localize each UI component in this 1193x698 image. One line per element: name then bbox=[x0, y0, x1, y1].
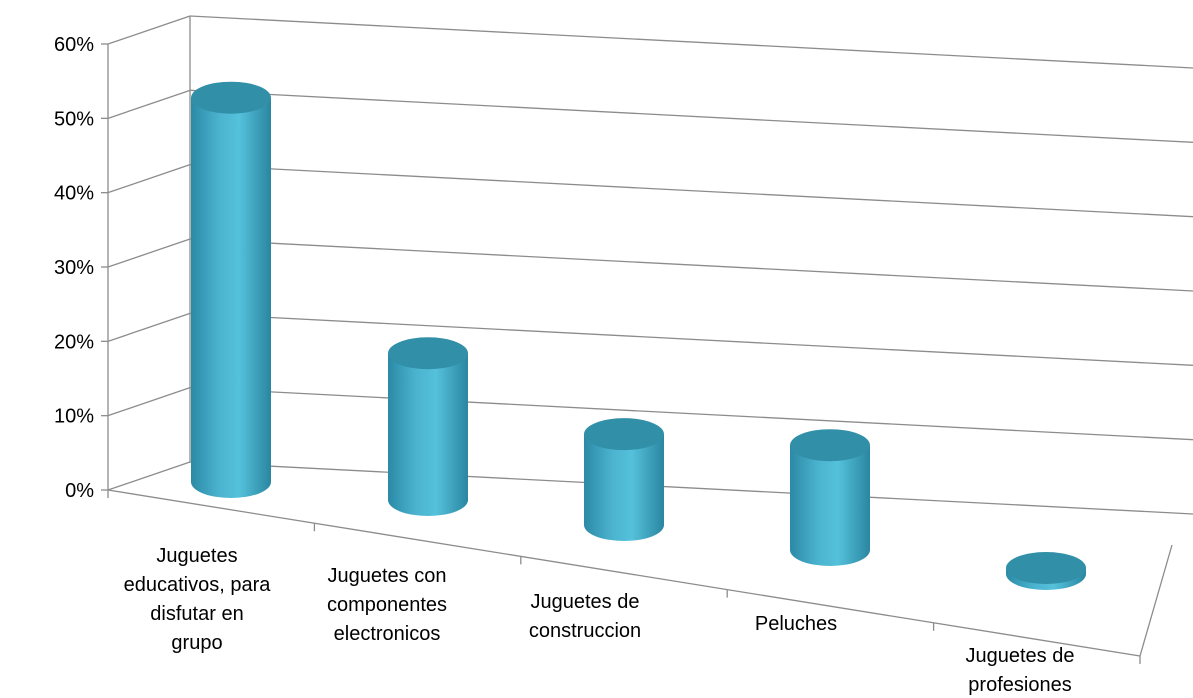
gridline-side bbox=[107, 164, 191, 194]
x-axis-labels: Juguetes educativos, para disfutar en grupo… bbox=[124, 545, 1075, 696]
bar bbox=[584, 418, 664, 541]
gridline-side bbox=[107, 387, 191, 417]
x-category-label-line: Peluches bbox=[755, 613, 837, 635]
bar-body bbox=[388, 353, 468, 516]
bar-top bbox=[790, 429, 870, 462]
gridline bbox=[189, 387, 1193, 441]
gridline bbox=[189, 164, 1193, 218]
x-category-label-line: profesiones bbox=[968, 674, 1071, 696]
gridline-side bbox=[107, 15, 191, 45]
gridline bbox=[189, 89, 1193, 143]
y-tick-label: 30% bbox=[54, 257, 94, 279]
gridline-side bbox=[107, 238, 191, 268]
x-category-label-line: componentes bbox=[327, 594, 447, 616]
x-category-label-line: Juguetes bbox=[156, 545, 237, 567]
bar-top bbox=[388, 337, 468, 370]
bar bbox=[790, 429, 870, 566]
bar-top bbox=[584, 418, 664, 451]
gridlines bbox=[107, 15, 1193, 515]
x-category-label: Peluches bbox=[755, 613, 837, 635]
y-tick-label: 20% bbox=[54, 331, 94, 353]
gridline bbox=[189, 238, 1193, 292]
bar bbox=[388, 337, 468, 516]
y-tick-label: 40% bbox=[54, 183, 94, 205]
x-category-label-line: construccion bbox=[529, 620, 641, 642]
x-axis-line bbox=[107, 489, 1141, 657]
gridline-side bbox=[107, 89, 191, 119]
x-category-label-line: Juguetes de bbox=[966, 645, 1075, 667]
bar-body bbox=[790, 445, 870, 566]
x-category-label-line: Juguetes con bbox=[328, 565, 447, 587]
bars bbox=[191, 81, 1086, 590]
bar-top bbox=[191, 81, 271, 114]
floor-right-edge bbox=[1139, 544, 1173, 657]
y-tick-label: 0% bbox=[65, 480, 94, 502]
x-category-label: Juguetes educativos, para disfutar en grupo bbox=[124, 545, 272, 654]
x-category-label-line: Juguetes de bbox=[531, 591, 640, 613]
x-category-label: Juguetes de construccion bbox=[529, 591, 641, 642]
gridline-side bbox=[107, 312, 191, 342]
x-category-label-line: electronicos bbox=[334, 623, 441, 645]
y-tick-label: 50% bbox=[54, 108, 94, 130]
gridline-side bbox=[107, 461, 191, 491]
bar bbox=[191, 81, 271, 499]
gridline bbox=[189, 312, 1193, 366]
bar-body bbox=[584, 434, 664, 541]
gridline bbox=[189, 15, 1193, 69]
x-category-label-line: grupo bbox=[171, 632, 222, 654]
y-tick-label: 60% bbox=[54, 34, 94, 56]
x-category-label: Juguetes con componentes electronicos bbox=[327, 565, 447, 645]
bar-top bbox=[1006, 552, 1086, 584]
y-axis-ticks: 0% 10% 20% 30% 40% 50% 60% bbox=[54, 34, 108, 502]
bar-body bbox=[191, 97, 271, 499]
bar bbox=[1006, 552, 1086, 590]
x-category-label: Juguetes de profesiones bbox=[966, 645, 1075, 696]
x-category-label-line: disfutar en bbox=[150, 603, 243, 625]
gridline bbox=[189, 461, 1193, 515]
y-tick-label: 10% bbox=[54, 406, 94, 428]
x-category-label-line: educativos, para bbox=[124, 574, 272, 596]
